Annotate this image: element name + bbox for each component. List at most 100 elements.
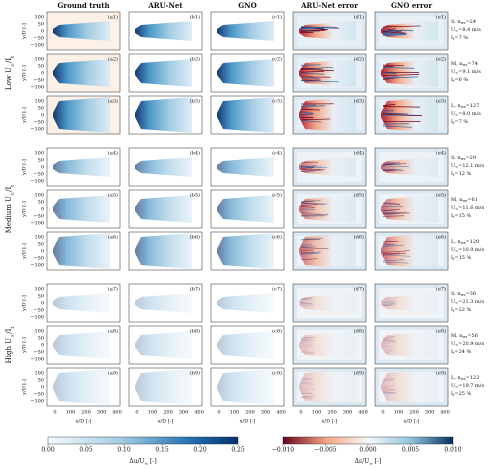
colorbar-tick-label: 0.005: [402, 447, 419, 454]
panel-frame: [46, 325, 121, 365]
panel-label: (e3): [436, 98, 446, 105]
annotation: L, nws=120: [451, 239, 479, 246]
error-streak: [382, 252, 406, 256]
annotation: It=7 %: [451, 35, 468, 42]
panel: (c8): [210, 325, 285, 365]
panel: (b3): [128, 95, 203, 135]
error-streak: [382, 389, 396, 392]
panel: (b6): [128, 231, 203, 271]
y-axis-label: y/D [-]: [22, 379, 28, 396]
panel-label: (e5): [436, 192, 446, 199]
panel-label: (c2): [272, 56, 282, 63]
wake: [217, 369, 274, 405]
y-axis-label: y/D [-]: [22, 295, 28, 312]
error-streak: [382, 76, 419, 79]
wake: [217, 21, 274, 41]
error-streak: [382, 244, 405, 248]
error-streak: [300, 396, 313, 399]
colorbar-tick-label: 0.010: [444, 447, 461, 454]
text-part: S, n: [451, 155, 461, 161]
error-streak: [300, 80, 339, 83]
wake: [381, 369, 438, 405]
text-part: /I: [5, 328, 13, 333]
panel-frame: [374, 147, 449, 187]
wake: [381, 59, 438, 87]
text-part: =29: [465, 155, 476, 161]
panel: (c5): [210, 189, 285, 229]
panel: (d2): [292, 53, 367, 93]
y-tick-label: −100: [30, 43, 44, 49]
panel: (b8): [128, 325, 203, 365]
x-tick-label: 0: [299, 410, 302, 416]
error-streak: [300, 395, 312, 398]
y-tick-label: 0: [41, 249, 44, 255]
text-part: U: [451, 27, 455, 33]
group-label: Low U∞/It: [5, 56, 16, 90]
text-part: ws: [463, 199, 468, 203]
y-tick-label: 100: [34, 57, 44, 63]
text-part: Δu/U: [129, 458, 144, 465]
wake: [53, 293, 110, 313]
text-part: I: [451, 213, 453, 219]
panel-frame: [210, 189, 285, 229]
text-part: ws: [463, 335, 468, 339]
annotation: U∞=9.1 m/s: [451, 69, 481, 76]
annotation: U∞=10.9 m/s: [451, 247, 484, 254]
error-streak: [300, 352, 315, 355]
text-part: =24: [465, 19, 476, 25]
text-part: L, n: [451, 375, 461, 381]
x-tick-label: 200: [163, 410, 173, 416]
text-part: U: [451, 299, 455, 305]
y-tick-label: 0: [41, 385, 44, 391]
error-streak: [300, 392, 314, 395]
y-tick-label: −100: [30, 357, 44, 363]
error-streak: [300, 118, 331, 121]
panel: (b4): [128, 147, 203, 187]
error-streak: [300, 76, 320, 79]
error-streak: [382, 261, 409, 264]
error-streak: [300, 165, 315, 167]
panel-label: (d6): [354, 234, 364, 241]
panel-frame: [46, 53, 121, 93]
colorbar-label: Δu/U∞ [-]: [129, 458, 156, 466]
text-part: =74: [467, 61, 478, 67]
panel-label: (e8): [436, 328, 446, 335]
colorbar: [282, 436, 454, 445]
text-part: =120: [466, 239, 480, 245]
text-part: t: [10, 185, 16, 187]
panel-frame: [128, 11, 203, 51]
error-streak: [382, 250, 410, 253]
error-streak: [382, 72, 397, 75]
text-part: Δε/U: [355, 458, 370, 465]
text-part: =15 %: [454, 213, 471, 219]
y-tick-label: 0: [41, 301, 44, 307]
x-axis-label: x/D [-]: [76, 419, 92, 425]
panel-label: (c8): [272, 328, 282, 335]
error-streak: [300, 70, 325, 73]
text-part: =36: [465, 291, 476, 297]
panel: (d8): [292, 325, 367, 365]
error-streak: [382, 259, 404, 262]
panel: (a4): [46, 147, 121, 187]
panel-label: (b8): [190, 328, 200, 335]
wake: [53, 21, 110, 41]
panel: (a6): [46, 231, 121, 271]
panel: (d1): [292, 11, 367, 51]
x-tick-label: 0: [53, 410, 56, 416]
panel: (c4): [210, 147, 285, 187]
text-part: =20.9 m/s: [458, 341, 484, 347]
panel-frame: [128, 283, 203, 323]
x-tick-label: 0: [217, 410, 220, 416]
panel-label: (a8): [108, 328, 118, 335]
panel-frame: [374, 189, 449, 229]
error-streak: [382, 302, 397, 306]
panel: (d9): [292, 367, 367, 407]
panel: (c9): [210, 367, 285, 407]
error-streak: [382, 25, 421, 28]
x-tick-label: 400: [194, 410, 204, 416]
text-part: ∞: [455, 71, 458, 75]
error-streak: [382, 212, 401, 216]
text-part: ∞: [455, 249, 458, 253]
error-streak: [300, 388, 315, 392]
text-part: =12 %: [454, 171, 471, 177]
